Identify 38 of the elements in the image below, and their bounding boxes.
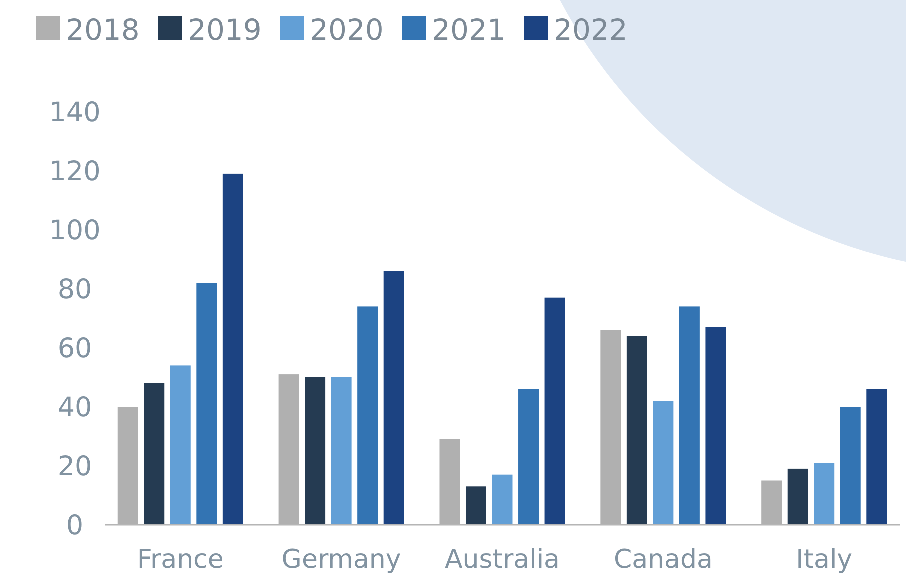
bar (384, 271, 404, 525)
legend-label: 2021 (432, 13, 506, 47)
bar (840, 407, 861, 525)
x-tick-label: France (137, 545, 224, 575)
legend-label: 2020 (310, 13, 384, 47)
bar (170, 366, 191, 525)
y-tick-label: 0 (66, 510, 84, 542)
y-tick-label: 140 (49, 97, 101, 128)
y-tick-label: 40 (58, 392, 92, 424)
x-tick-label: Australia (444, 545, 560, 575)
bar (305, 378, 326, 525)
bar (518, 389, 539, 525)
legend-label: 2018 (66, 13, 140, 47)
bar (222, 174, 244, 525)
bar (466, 486, 486, 525)
bar (144, 383, 165, 525)
y-tick-label: 60 (58, 333, 92, 364)
y-tick-label: 100 (49, 215, 101, 246)
x-tick-label: Canada (614, 545, 713, 575)
bar (866, 389, 888, 525)
y-tick-label: 20 (58, 451, 92, 482)
legend-label: 2019 (188, 13, 262, 47)
bar (196, 283, 218, 525)
y-tick-label: 80 (58, 274, 92, 306)
bar (706, 327, 726, 525)
bar (544, 298, 566, 525)
legend-label: 2022 (554, 13, 628, 47)
bar (814, 463, 835, 525)
bar (358, 306, 378, 525)
bar (788, 468, 808, 525)
bar (331, 378, 352, 525)
bar (492, 474, 513, 525)
x-tick-label: Italy (796, 545, 853, 575)
bar (626, 336, 648, 525)
y-tick-label: 120 (49, 156, 101, 188)
bar (653, 401, 674, 525)
x-tick-label: Germany (282, 545, 402, 575)
bar (679, 306, 700, 525)
